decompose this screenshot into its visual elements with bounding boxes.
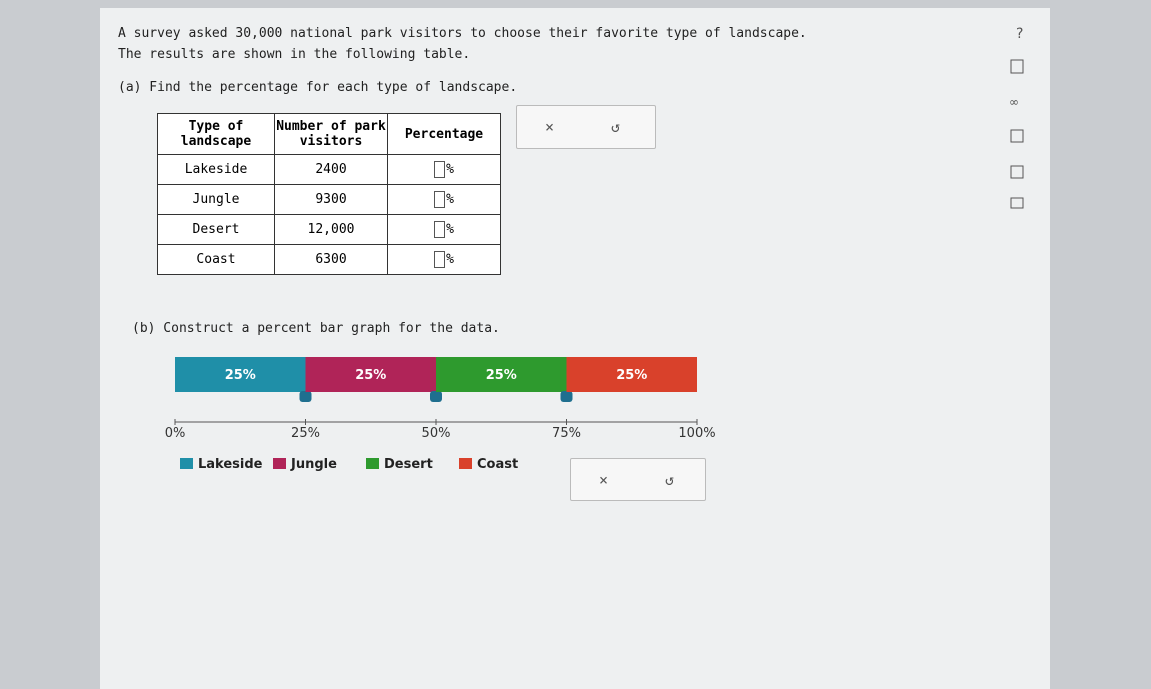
infinity-icon[interactable]: ∞ [1009,95,1019,109]
unit: % [446,162,454,177]
notes-icon[interactable] [1010,129,1024,143]
bar-segment [566,357,697,392]
data-table: Type of landscape Number of park visitor… [157,113,501,275]
segment-label: 25% [355,368,386,383]
legend-label: Desert [384,457,433,472]
legend-swatch [273,458,286,469]
clear-button[interactable]: × [599,470,609,489]
table-row: Lakeside 2400% [157,154,501,185]
part-b: (b) Construct a percent bar graph for th… [132,321,500,336]
legend-swatch [180,458,193,469]
answer-cell: % [387,154,501,185]
answer-cell: % [387,244,501,275]
divider-handle[interactable] [430,391,442,402]
header-cell: Percentage [387,113,501,155]
mail-icon[interactable] [1010,197,1024,209]
table-row: Coast 6300% [157,244,501,275]
segment-label: 25% [616,368,647,383]
calculator-icon[interactable] [1010,59,1024,74]
unit: % [446,222,454,237]
graph-buttons: × ↺ [570,458,706,501]
unit: % [446,192,454,207]
answer-cell: % [387,184,501,215]
legend-label: Jungle [290,457,337,472]
legend-label: Coast [477,457,518,472]
undo-button[interactable]: ↺ [665,470,675,489]
table-row: Desert 12,000% [157,214,501,245]
bar-segment [305,357,436,392]
table-cell: 12,000 [274,214,388,245]
toolbar: ? ∞ [1009,26,1024,209]
table-cell: Jungle [157,184,275,215]
tick-label: 100% [678,426,715,441]
legend-swatch [366,458,379,469]
percent-bar-graph: 25% Lakeside 25% Jungle 25% Desert 25% Coast 0% 2… [165,357,716,472]
grid-icon[interactable] [1010,165,1024,179]
legend-swatch [459,458,472,469]
clear-button[interactable]: × [545,118,555,136]
answer-input[interactable] [434,221,446,238]
table-cell: Desert [157,214,275,245]
answer-cell: % [387,214,501,245]
divider-handle[interactable] [560,391,573,402]
table-cell: 2400 [274,154,388,185]
table-cell: 6300 [274,244,388,275]
table-cell: Lakeside [157,154,275,185]
undo-button[interactable]: ↺ [611,118,621,136]
table-body: Lakeside 2400% Jungle 9300% Desert 12,000% Coa… [157,154,501,275]
tick-label: 25% [291,426,320,441]
bar-segment [175,357,306,392]
unit: % [446,252,454,267]
part-a: (a) Find the percentage for each type of… [118,80,518,95]
header-cell: Number of park visitors [274,113,388,155]
segment-label: 25% [225,368,256,383]
help-icon[interactable]: ? [1016,26,1023,42]
intro: A survey asked 30,000 national park visi… [118,26,807,41]
bar-segment [436,357,567,392]
answer-input[interactable] [434,191,446,208]
legend-label: Lakeside [198,457,263,472]
header-cell: Type of landscape [157,113,275,155]
answer-buttons: × ↺ [516,105,656,149]
table-cell: 9300 [274,184,388,215]
tick-label: 50% [422,426,451,441]
tick-label: 75% [552,426,581,441]
divider-handle[interactable] [299,391,312,402]
table-cell: Coast [157,244,275,275]
intro-2: The results are shown in the following t… [118,47,471,62]
tick-label: 0% [165,426,186,441]
table-row: Jungle 9300% [157,184,501,215]
segment-label: 25% [486,368,517,383]
answer-input[interactable] [434,161,446,178]
answer-input[interactable] [434,251,446,268]
